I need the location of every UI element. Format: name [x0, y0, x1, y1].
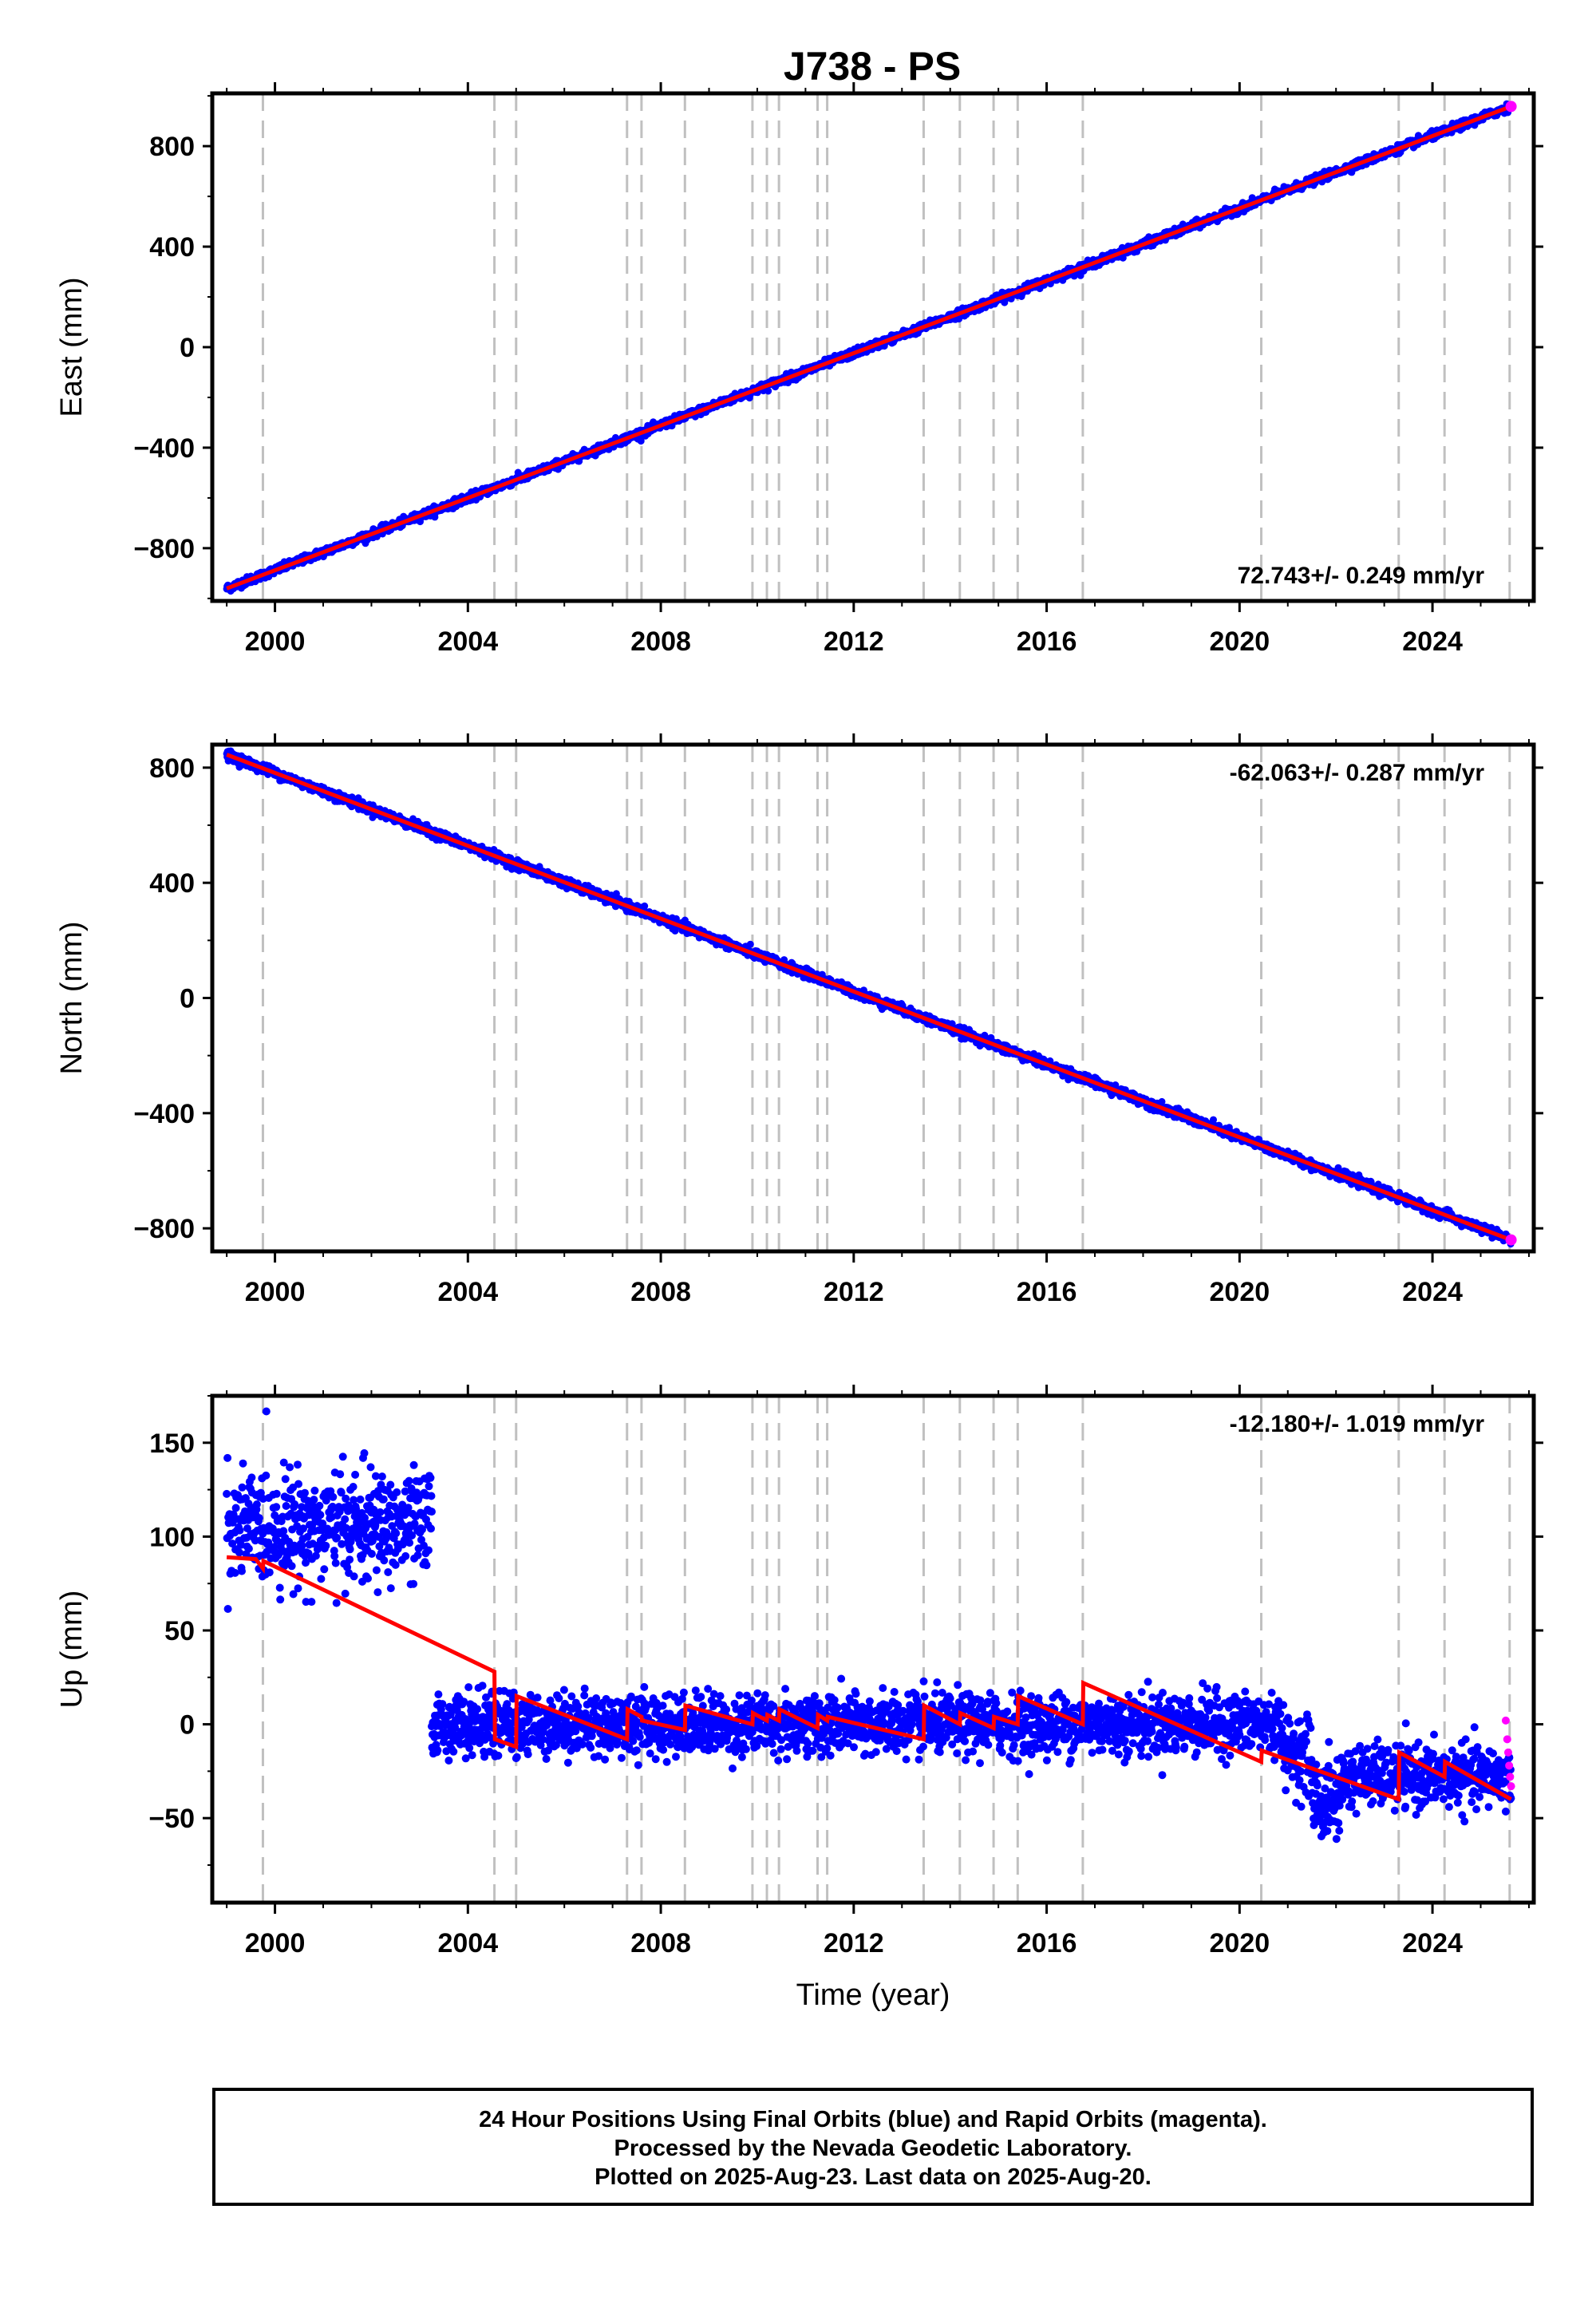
y-tick-label: −400	[133, 433, 195, 464]
model-line	[226, 105, 1512, 591]
data-point	[641, 902, 649, 910]
panel-east: −800 −400 0 400 800 2000 2004 2008 2012 2016 2020 2…	[55, 82, 1543, 657]
y-tick-label: 400	[149, 232, 195, 263]
rapid-point	[1505, 101, 1517, 113]
x-tick-label: 2024	[1402, 626, 1463, 657]
x-tick-label: 2004	[438, 626, 499, 657]
plot-area	[223, 93, 1517, 601]
data-point	[746, 940, 754, 948]
y-axis-title: East (mm)	[55, 277, 89, 417]
y-tick-label: 0	[180, 333, 195, 363]
y-tick-label: 800	[149, 132, 195, 162]
x-tick-label: 2008	[630, 626, 691, 657]
x-tick-label: 2020	[1210, 626, 1270, 657]
y-tick-label: −800	[133, 534, 195, 564]
plot-area	[223, 745, 1517, 1251]
series-rapid-orbits	[1505, 101, 1517, 113]
rate-label: 72.743+/- 0.249 mm/yr	[1238, 563, 1485, 589]
x-tick-label: 2012	[824, 626, 884, 657]
data-point	[764, 387, 772, 395]
chart-title: J738 - PS	[784, 44, 961, 89]
x-tick-label: 2016	[1017, 626, 1077, 657]
x-tick-label: 2000	[245, 626, 306, 657]
